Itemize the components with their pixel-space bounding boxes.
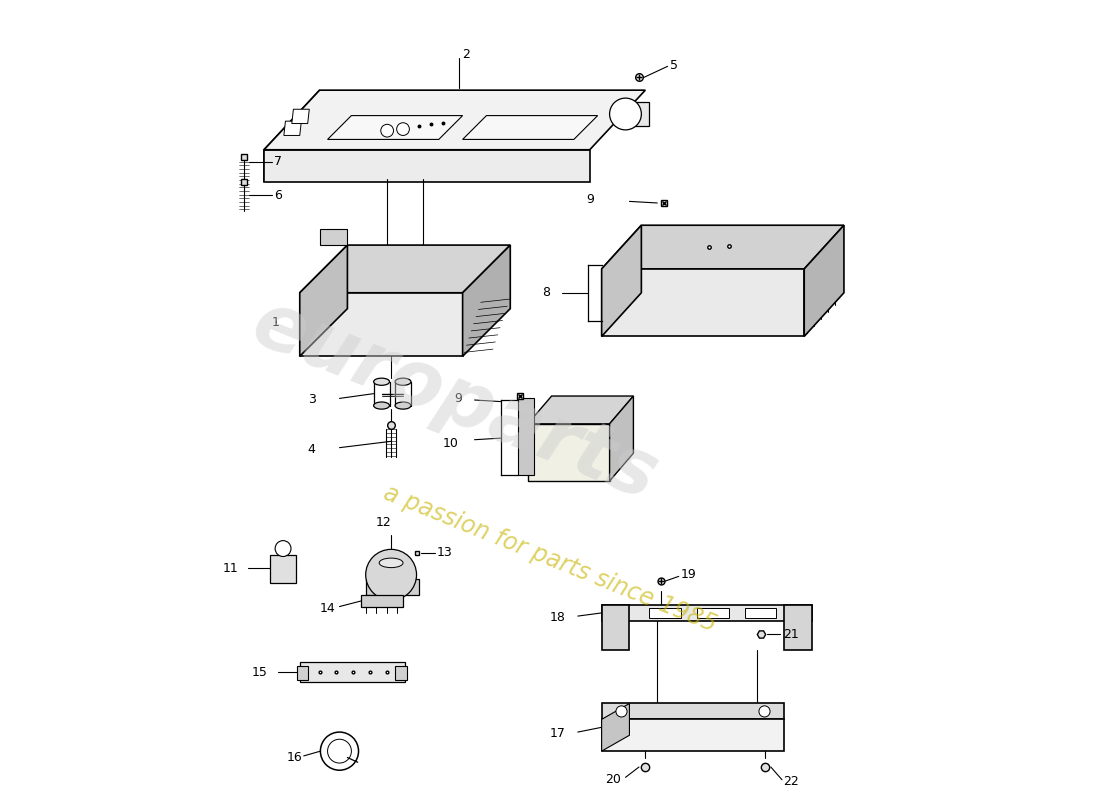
Polygon shape [361,594,403,606]
Polygon shape [292,110,309,123]
Bar [745,608,777,618]
Circle shape [365,550,417,600]
Circle shape [759,706,770,717]
Polygon shape [271,555,296,582]
Ellipse shape [374,402,389,409]
Text: 7: 7 [274,155,283,168]
Text: 9: 9 [454,392,463,405]
Text: 21: 21 [783,628,799,641]
Circle shape [609,98,641,130]
Polygon shape [518,398,535,475]
Text: 16: 16 [286,751,302,764]
Text: europarts: europarts [241,284,668,516]
Polygon shape [804,226,844,337]
Polygon shape [528,424,609,481]
Text: 19: 19 [680,568,696,582]
Polygon shape [365,578,419,594]
Polygon shape [264,90,320,182]
Polygon shape [284,121,301,135]
Text: 8: 8 [542,286,550,299]
Polygon shape [300,293,463,356]
Polygon shape [609,396,634,481]
Polygon shape [602,605,629,650]
Polygon shape [602,226,641,337]
Polygon shape [463,115,597,139]
Text: 4: 4 [308,442,316,456]
Polygon shape [602,719,784,751]
Ellipse shape [395,378,411,386]
Text: 11: 11 [223,562,239,575]
Polygon shape [300,245,348,356]
Text: 17: 17 [550,727,565,740]
Polygon shape [264,90,646,150]
Bar [649,608,681,618]
Polygon shape [300,662,406,682]
Polygon shape [395,666,407,680]
Polygon shape [320,229,348,245]
Polygon shape [463,245,510,356]
Text: 20: 20 [606,774,621,786]
Polygon shape [602,226,844,269]
Circle shape [381,124,394,137]
Ellipse shape [379,558,403,568]
Text: 13: 13 [437,546,452,559]
Text: 6: 6 [274,189,283,202]
Circle shape [397,122,409,135]
Polygon shape [328,115,463,139]
Text: 22: 22 [783,775,800,788]
Polygon shape [297,666,308,680]
Circle shape [275,541,292,557]
Polygon shape [528,396,634,424]
Text: 9: 9 [586,194,594,206]
Text: 1: 1 [272,317,279,330]
Text: 10: 10 [443,437,459,450]
Text: 15: 15 [252,666,268,679]
Text: 2: 2 [463,48,471,61]
Bar [697,608,729,618]
Text: 5: 5 [670,59,678,72]
Polygon shape [300,245,510,293]
Text: a passion for parts since 1985: a passion for parts since 1985 [381,481,719,637]
Polygon shape [602,703,784,719]
Circle shape [616,706,627,717]
Text: 3: 3 [308,394,316,406]
Text: 12: 12 [375,517,390,530]
Ellipse shape [374,378,389,386]
Polygon shape [264,150,590,182]
Polygon shape [784,605,812,650]
Polygon shape [602,703,629,751]
Text: 14: 14 [320,602,336,614]
Polygon shape [617,102,649,126]
Text: 18: 18 [550,611,565,624]
Polygon shape [602,605,812,621]
Ellipse shape [395,402,411,409]
Polygon shape [602,269,804,337]
